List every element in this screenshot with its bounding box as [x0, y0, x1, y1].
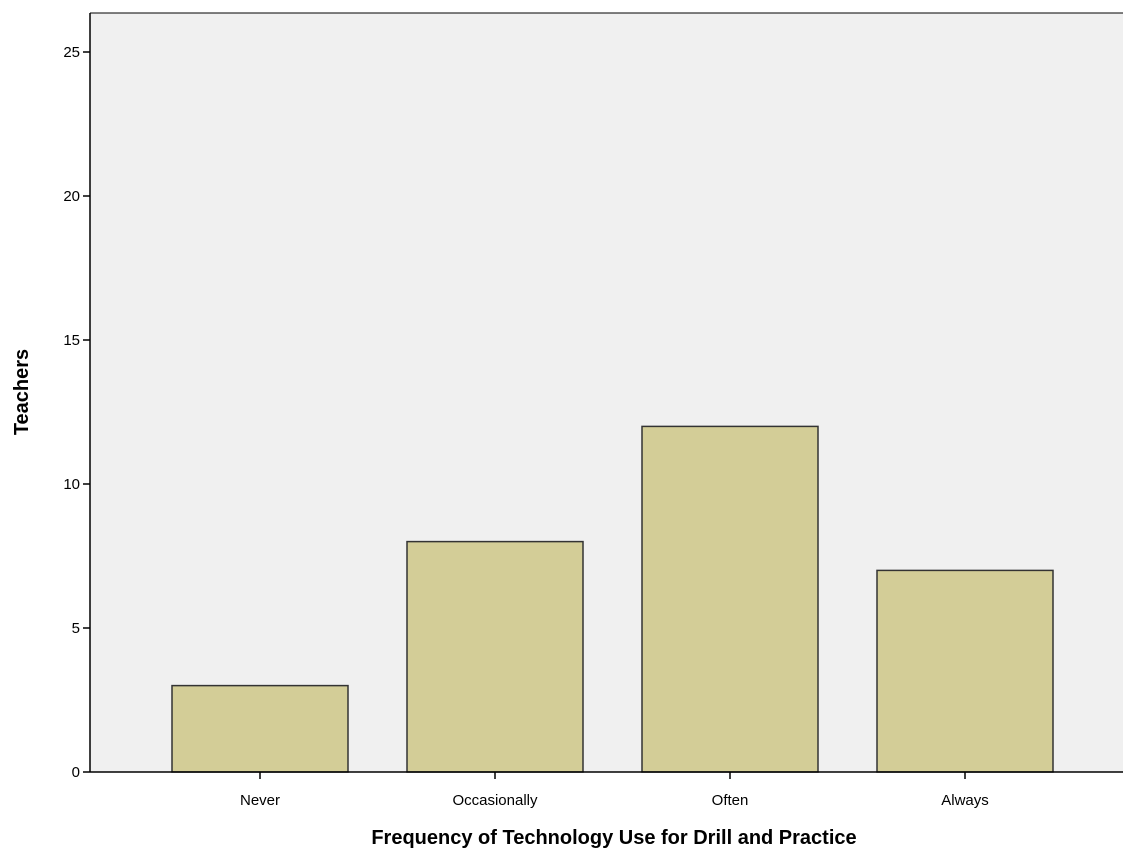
- bar-occasionally: [406, 540, 584, 773]
- bar-often: [641, 425, 819, 773]
- x-axis-title: Frequency of Technology Use for Drill an…: [371, 827, 856, 849]
- y-tick-label: 5: [72, 620, 80, 637]
- y-axis-ticks: 0 5 10 15 20 25: [63, 44, 90, 781]
- y-tick-label: 15: [63, 332, 80, 349]
- bar-never: [171, 684, 349, 773]
- y-tick-label: 25: [63, 44, 80, 61]
- bars: [171, 425, 1054, 773]
- y-tick-label: 0: [72, 764, 80, 781]
- y-tick-label: 10: [63, 476, 80, 493]
- bar-always: [876, 569, 1054, 773]
- y-axis-title: Teachers: [11, 349, 33, 435]
- x-tick-label-never: Never: [240, 792, 280, 809]
- x-tick-label-always: Always: [941, 792, 989, 809]
- x-axis-ticks: Never Occasionally Often Always: [240, 772, 989, 809]
- x-tick-label-occasionally: Occasionally: [452, 792, 538, 809]
- x-tick-label-often: Often: [712, 792, 749, 809]
- y-tick-label: 20: [63, 188, 80, 205]
